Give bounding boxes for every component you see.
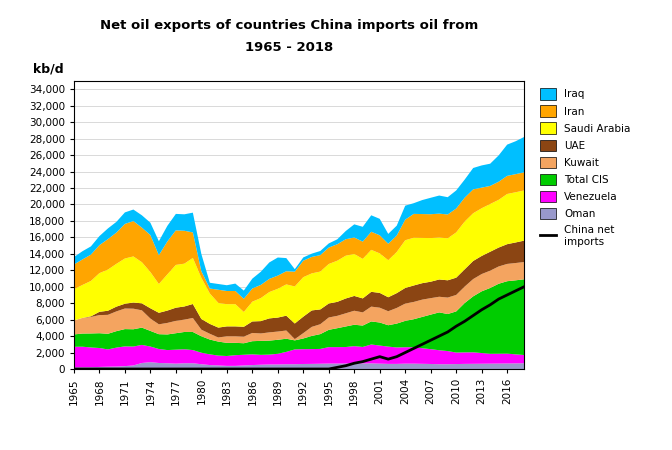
- Text: kb/d: kb/d: [34, 62, 64, 75]
- Text: Net oil exports of countries China imports oil from: Net oil exports of countries China impor…: [100, 18, 478, 32]
- Legend: Iraq, Iran, Saudi Arabia, UAE, Kuwait, Total CIS, Venezuela, Oman, China net
imp: Iraq, Iran, Saudi Arabia, UAE, Kuwait, T…: [538, 86, 633, 249]
- Text: 1965 - 2018: 1965 - 2018: [245, 41, 333, 54]
